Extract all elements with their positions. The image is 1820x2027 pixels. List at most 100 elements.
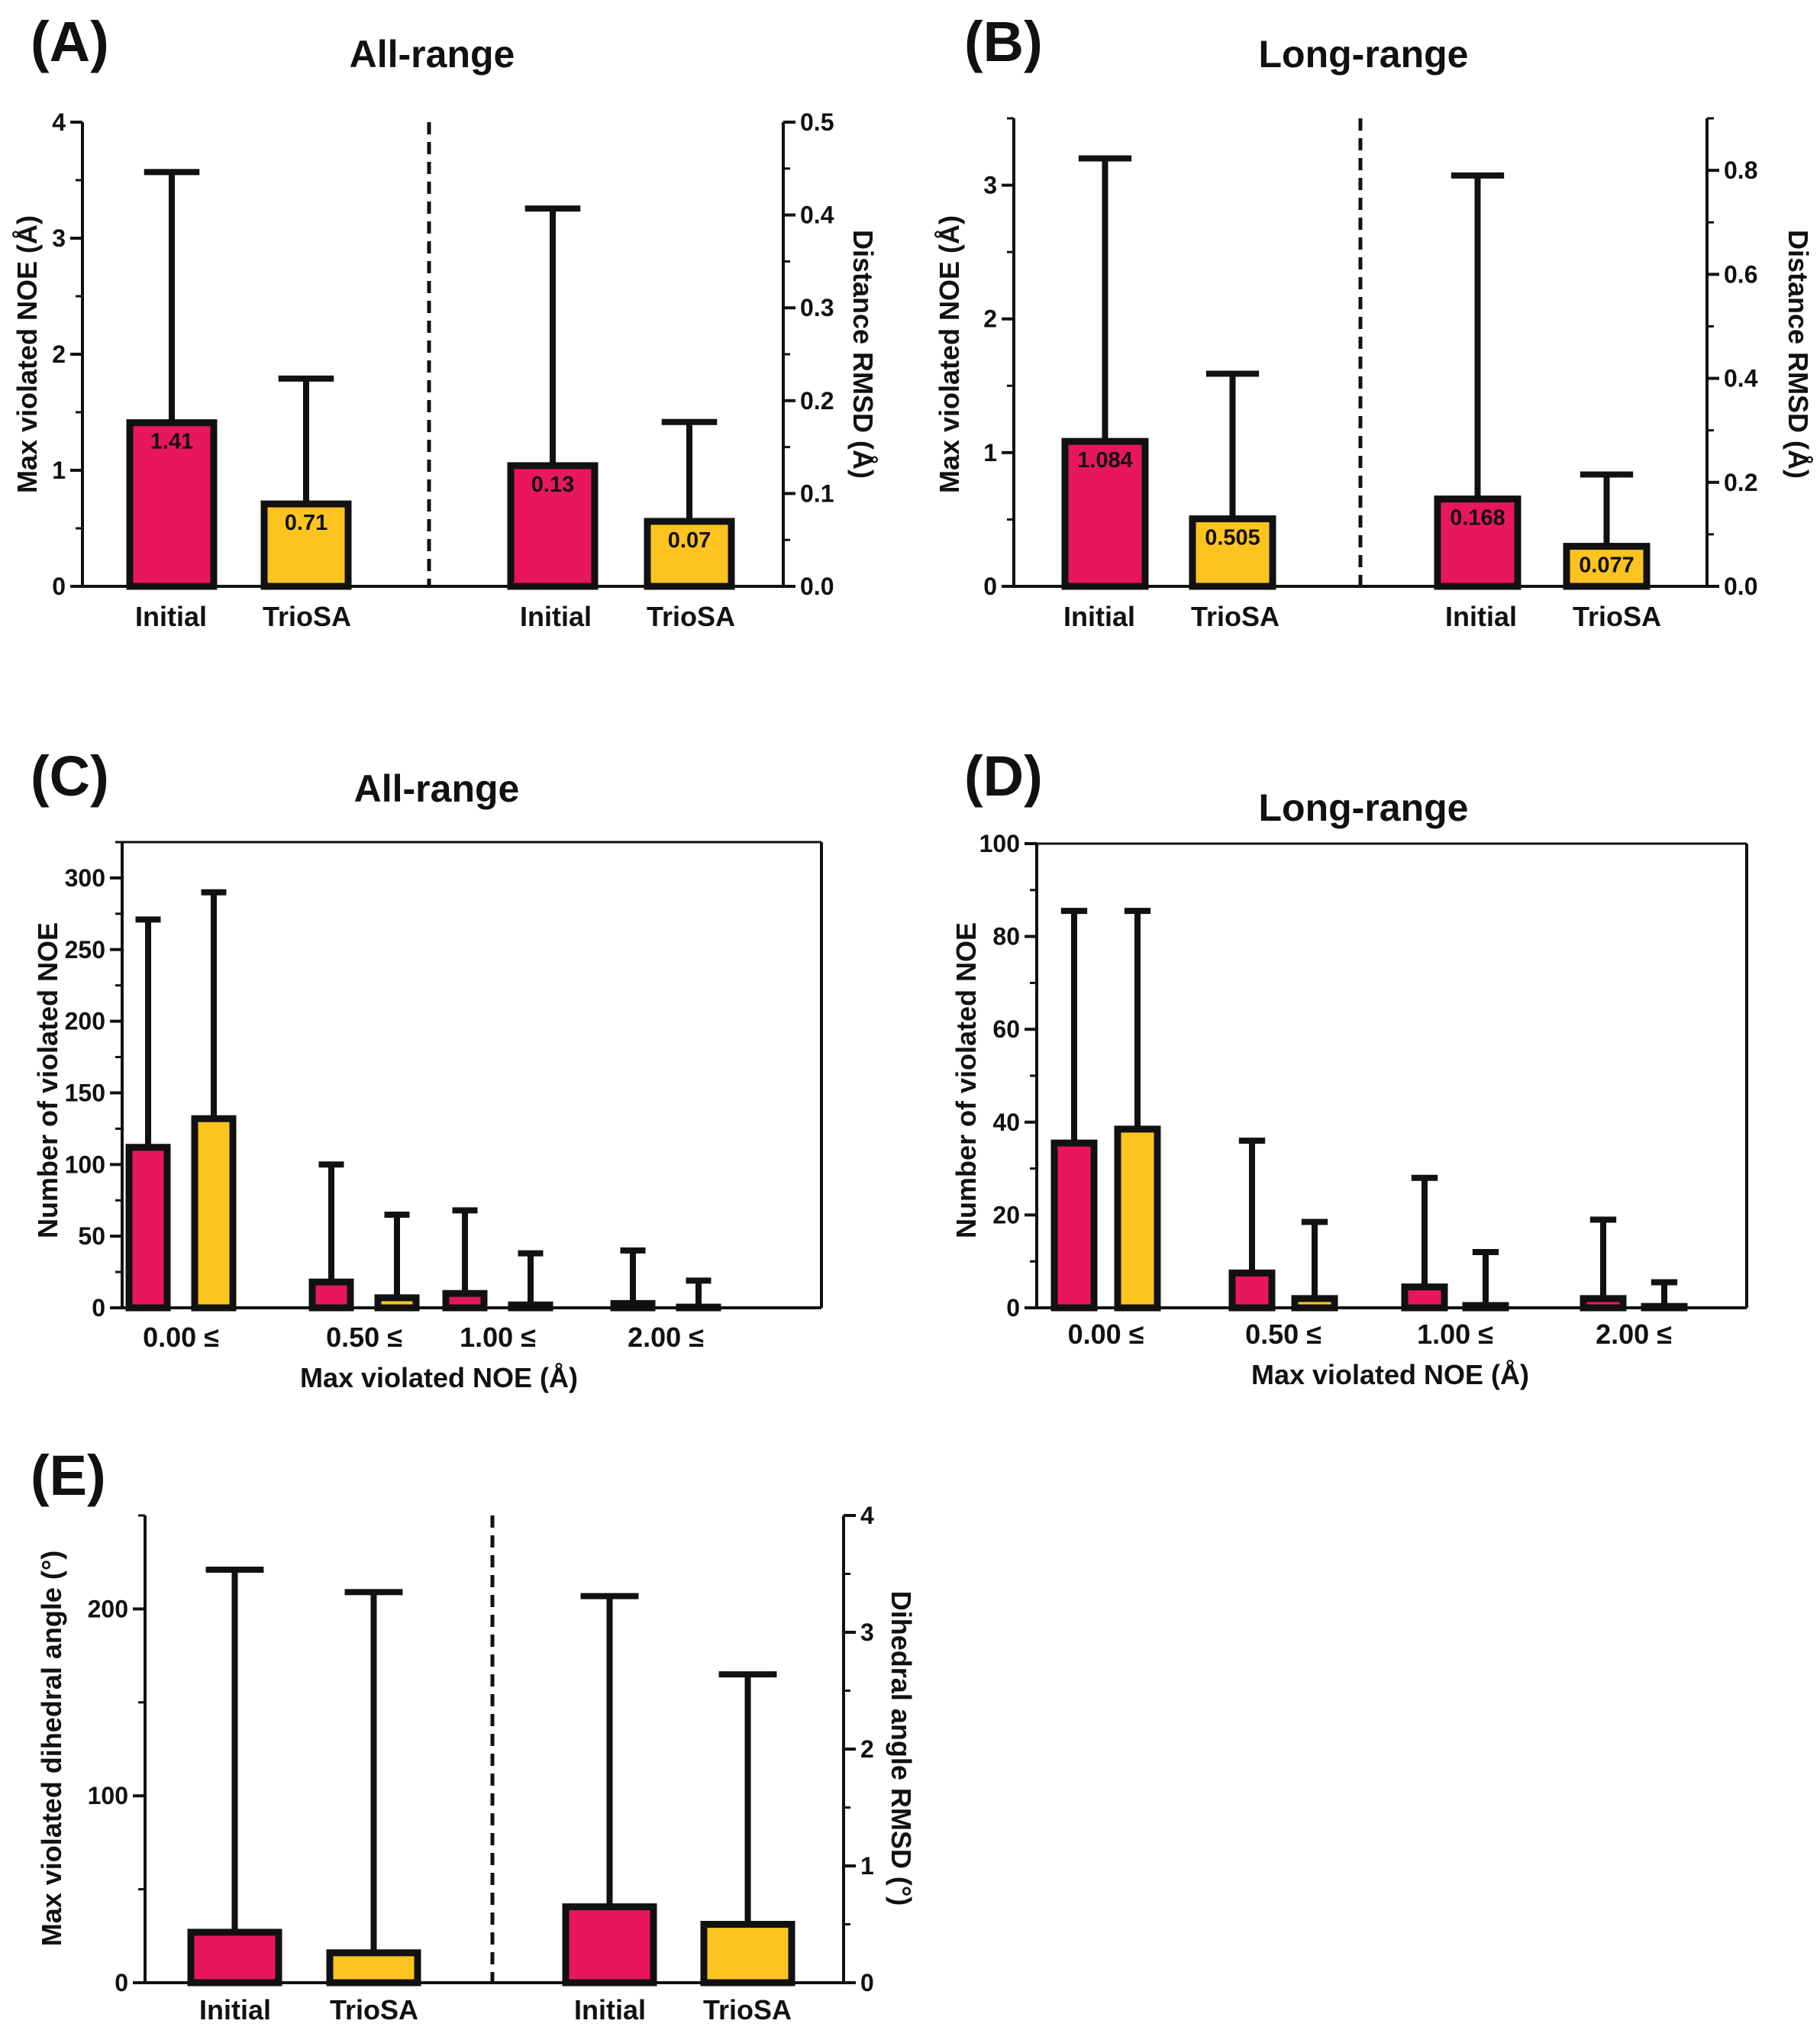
right-y2tick-label: 0.0 bbox=[800, 573, 834, 600]
left-ytick-label: 0 bbox=[92, 1294, 105, 1322]
initial-max-data-label: 1.41 bbox=[150, 430, 193, 454]
x-axis-label: Max violated NOE (Å) bbox=[300, 1362, 578, 1393]
initial-bin-1-bar bbox=[308, 1278, 354, 1312]
right-y2tick-label: 0.3 bbox=[800, 294, 834, 321]
left-ytick-label: 150 bbox=[65, 1079, 105, 1106]
x-axis-label: Max violated NOE (Å) bbox=[1251, 1359, 1529, 1390]
initial-bin-0-bar bbox=[125, 1144, 171, 1312]
initial-bin-0-bar bbox=[1050, 1139, 1098, 1312]
initial-max-data-label: 1.084 bbox=[1077, 448, 1133, 473]
triosa-rmsd-bar bbox=[700, 1921, 795, 1987]
right-y2tick-label: 0.2 bbox=[800, 387, 834, 415]
right-y2tick-label: 4 bbox=[860, 1502, 874, 1529]
panel-title: All-range bbox=[354, 767, 520, 810]
left-ytick-label: 50 bbox=[78, 1222, 105, 1250]
initial-bin-2-bar bbox=[1401, 1283, 1448, 1312]
left-ytick-label: 100 bbox=[979, 830, 1020, 857]
triosa-bin-1-bar bbox=[1291, 1295, 1338, 1312]
panel-title: Long-range bbox=[1259, 786, 1469, 829]
right-y2tick-label: 0.0 bbox=[1724, 573, 1757, 600]
left-ytick-label: 200 bbox=[88, 1595, 128, 1622]
category-label: 1.00 ≤ bbox=[1417, 1319, 1493, 1350]
left-ytick-label: 250 bbox=[65, 936, 105, 963]
initial-rmsd-bar bbox=[1434, 495, 1522, 590]
category-label: TrioSA bbox=[330, 1994, 418, 2025]
panel-label: (C) bbox=[31, 744, 109, 808]
panel-title: All-range bbox=[350, 33, 515, 76]
triosa-bin-0-bar bbox=[1114, 1125, 1161, 1312]
y-axis-label: Max violated NOE (Å) bbox=[11, 215, 43, 493]
initial-rmsd-bar bbox=[562, 1903, 657, 1987]
panel-d: (D) Long-range 0 20 40 60 80 100 Number of viola… bbox=[950, 744, 1748, 1390]
initial-max-bar bbox=[1061, 437, 1149, 590]
triosa-bin-3-bar bbox=[676, 1303, 721, 1312]
left-ytick-label: 60 bbox=[992, 1015, 1020, 1043]
category-label: Initial bbox=[1445, 601, 1517, 632]
y-axis-label: Max violated dihedral angle (°) bbox=[36, 1551, 67, 1947]
category-label: TrioSA bbox=[647, 601, 735, 632]
category-label: 1.00 ≤ bbox=[460, 1322, 536, 1353]
category-label: 0.50 ≤ bbox=[1245, 1319, 1321, 1350]
right-y2tick-label: 0 bbox=[860, 1969, 874, 1996]
triosa-rmsd-data-label: 0.07 bbox=[668, 528, 711, 553]
left-ytick-label: 300 bbox=[65, 864, 105, 892]
initial-rmsd-data-label: 0.13 bbox=[531, 473, 574, 497]
category-label: TrioSA bbox=[703, 1994, 792, 2025]
y2-axis-label: Distance RMSD (Å) bbox=[1783, 230, 1814, 479]
triosa-rmsd-bar bbox=[644, 518, 735, 590]
triosa-max-data-label: 0.71 bbox=[285, 511, 328, 535]
right-y2tick-label: 0.6 bbox=[1724, 260, 1757, 288]
left-ytick-label: 2 bbox=[983, 305, 997, 333]
category-label: 0.00 ≤ bbox=[143, 1322, 219, 1353]
triosa-max-data-label: 0.505 bbox=[1205, 526, 1260, 550]
left-ytick-label: 0 bbox=[115, 1969, 128, 1996]
initial-max-bar bbox=[187, 1929, 282, 1987]
category-label: Initial bbox=[135, 601, 207, 632]
initial-rmsd-bar bbox=[507, 462, 599, 590]
left-ytick-label: 20 bbox=[992, 1201, 1020, 1228]
y-axis-label: Number of violated NOE bbox=[950, 922, 982, 1238]
category-label: 0.00 ≤ bbox=[1068, 1319, 1144, 1350]
panel-label: (B) bbox=[964, 10, 1043, 73]
left-ytick-label: 0 bbox=[52, 573, 66, 600]
left-ytick-label: 1 bbox=[983, 439, 997, 466]
right-y2tick-label: 0.2 bbox=[1724, 469, 1757, 496]
left-ytick-label: 1 bbox=[52, 457, 66, 484]
category-label: Initial bbox=[199, 1994, 271, 2025]
left-ytick-label: 3 bbox=[983, 172, 997, 199]
triosa-rmsd-data-label: 0.077 bbox=[1579, 554, 1634, 578]
triosa-bin-1-bar bbox=[374, 1294, 420, 1312]
panel-a: (A) All-range 0 1 2 3 4 0.0 0.1 0.2 0.3 0.4 0.5 Max v… bbox=[11, 10, 879, 632]
triosa-bin-3-bar bbox=[1641, 1302, 1688, 1312]
left-ytick-label: 0 bbox=[983, 573, 997, 600]
y-axis-label: Number of violated NOE bbox=[32, 922, 63, 1238]
category-label: Initial bbox=[520, 601, 592, 632]
right-y2tick-label: 1 bbox=[860, 1852, 874, 1880]
panel-b: (B) Long-range 0 1 2 3 0.0 0.2 0.4 0.6 0.8 Max viol… bbox=[934, 10, 1814, 632]
y-axis-label: Max violated NOE (Å) bbox=[934, 215, 965, 493]
category-label: TrioSA bbox=[1191, 601, 1279, 632]
triosa-max-bar bbox=[326, 1949, 421, 1987]
left-ytick-label: 100 bbox=[88, 1782, 128, 1809]
triosa-bin-0-bar bbox=[191, 1115, 237, 1312]
initial-bin-1-bar bbox=[1228, 1269, 1276, 1312]
triosa-bin-2-bar bbox=[1462, 1302, 1509, 1312]
category-label: TrioSA bbox=[263, 601, 351, 632]
right-y2tick-label: 0.5 bbox=[800, 108, 834, 136]
triosa-bin-2-bar bbox=[508, 1301, 553, 1312]
panel-label: (D) bbox=[964, 744, 1043, 808]
left-ytick-label: 100 bbox=[65, 1151, 105, 1178]
category-label: TrioSA bbox=[1573, 601, 1661, 632]
panel-label: (E) bbox=[31, 1444, 106, 1507]
right-y2tick-label: 0.4 bbox=[1724, 365, 1758, 392]
y2-axis-label: Distance RMSD (Å) bbox=[847, 230, 879, 479]
initial-bin-3-bar bbox=[1580, 1295, 1627, 1312]
panel-e: (E) 0 100 200 0 1 2 3 4 Max violated dihedral ang… bbox=[31, 1444, 917, 2025]
left-ytick-label: 40 bbox=[992, 1109, 1020, 1136]
category-label: Initial bbox=[574, 1994, 646, 2025]
left-ytick-label: 2 bbox=[52, 341, 66, 368]
right-y2tick-label: 3 bbox=[860, 1619, 874, 1646]
triosa-max-bar bbox=[260, 500, 352, 590]
category-label: 2.00 ≤ bbox=[628, 1322, 704, 1353]
